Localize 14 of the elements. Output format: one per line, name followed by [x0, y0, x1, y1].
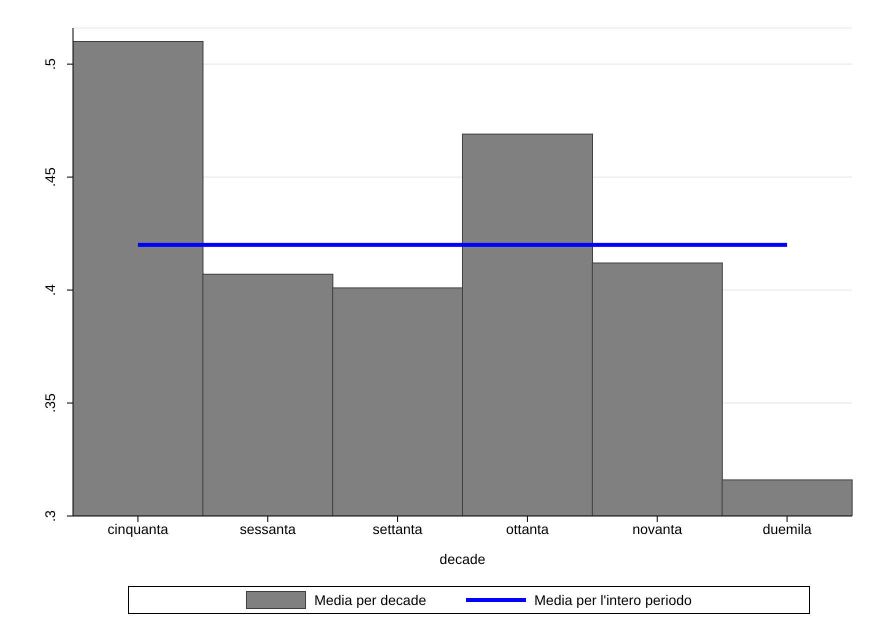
legend-label: Media per l'intero periodo	[534, 592, 692, 608]
y-tick-label: .45	[42, 167, 58, 187]
legend-label: Media per decade	[314, 592, 426, 608]
x-axis-title: decade	[440, 551, 486, 567]
x-tick-label: cinquanta	[108, 520, 168, 537]
x-tick-label: duemila	[762, 520, 812, 537]
y-tick-label: .35	[42, 393, 58, 413]
y-tick-label: .4	[42, 284, 58, 296]
x-tick-label: ottanta	[506, 520, 550, 537]
y-tick-label: .5	[42, 58, 58, 70]
x-tick-label: sessanta	[240, 520, 296, 537]
y-tick-label: .3	[42, 510, 58, 522]
x-tick-label: settanta	[372, 520, 423, 537]
x-tick-label: novanta	[632, 520, 682, 537]
